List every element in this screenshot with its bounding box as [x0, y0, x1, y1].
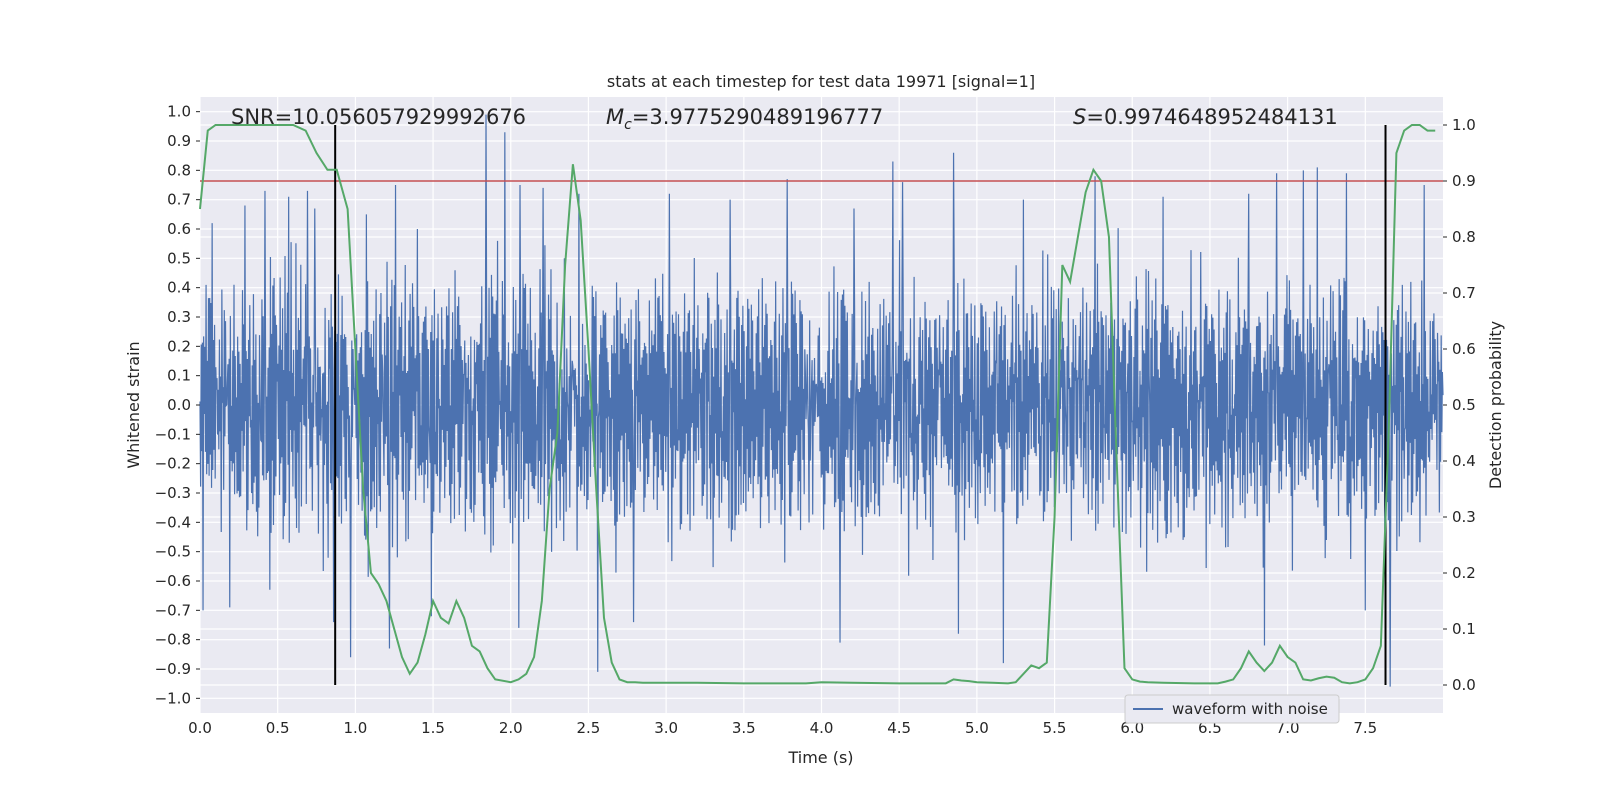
y-tick-label: −0.2	[155, 455, 191, 473]
y2-tick-label: 0.2	[1452, 564, 1476, 582]
score-value: =0.9974648952484131	[1086, 105, 1337, 129]
y2-tick-label: 0.3	[1452, 508, 1476, 526]
y-tick-label: 0.5	[167, 249, 191, 267]
y2-tick-label: 0.7	[1452, 284, 1476, 302]
y2-tick-label: 0.4	[1452, 452, 1476, 470]
y2-tick-label: 0.0	[1452, 676, 1476, 694]
y-tick-label: 0.3	[167, 308, 191, 326]
y-tick-label: 0.7	[167, 191, 191, 209]
y-tick-label: 0.0	[167, 396, 191, 414]
y-tick-label: 0.9	[167, 132, 191, 150]
score-annotation: S=0.9974648952484131	[1073, 105, 1338, 129]
y-tick-label: −0.4	[155, 513, 191, 531]
marker-lines	[334, 125, 1387, 685]
y2-tick-label: 0.1	[1452, 620, 1476, 638]
chirp-mass-subscript: c	[624, 117, 632, 133]
x-tick-label: 4.0	[810, 719, 834, 737]
x-tick-label: 3.5	[732, 719, 756, 737]
y-tick-label: −0.3	[155, 484, 191, 502]
y2-tick-labels: 0.0 0.1 0.2 0.3 0.4 0.5 0.6 0.7 0.8 0.9 1.0	[1443, 116, 1476, 694]
waveform-series	[199, 114, 1444, 687]
chart-title: stats at each timestep for test data 199…	[607, 72, 1035, 91]
x-tick-label: 4.5	[887, 719, 911, 737]
x-tick-label: 2.0	[499, 719, 523, 737]
y-tick-label: 0.1	[167, 367, 191, 385]
x-tick-label: 7.5	[1353, 719, 1377, 737]
y-tick-label: −0.7	[155, 601, 191, 619]
y2-tick-label: 0.6	[1452, 340, 1476, 358]
x-tick-label: 0.0	[188, 719, 212, 737]
x-tick-label: 5.0	[965, 719, 989, 737]
y-axis-label: Whitened strain	[124, 341, 143, 468]
waveform-line	[199, 114, 1444, 687]
snr-annotation: SNR=10.056057929992676	[231, 105, 526, 129]
y2-tick-label: 0.9	[1452, 172, 1476, 190]
y2-tick-label: 1.0	[1452, 116, 1476, 134]
x-tick-label: 1.0	[343, 719, 367, 737]
x-axis-label: Time (s)	[787, 748, 853, 767]
chirp-mass-value: =3.9775290489196777	[632, 105, 883, 129]
y-tick-label: −0.8	[155, 631, 191, 649]
score-symbol: S	[1073, 105, 1086, 129]
x-tick-label: 0.5	[266, 719, 290, 737]
y2-tick-label: 0.5	[1452, 396, 1476, 414]
x-tick-label: 3.0	[654, 719, 678, 737]
y-tick-label: −0.6	[155, 572, 191, 590]
detection-probability-series	[199, 124, 1436, 685]
x-tick-label: 1.5	[421, 719, 445, 737]
y-tick-label: −0.1	[155, 425, 191, 443]
y2-tick-label: 0.8	[1452, 228, 1476, 246]
x-tick-label: 2.5	[577, 719, 601, 737]
chirp-mass-symbol: M	[606, 105, 624, 129]
y-tick-label: 1.0	[167, 103, 191, 121]
y-tick-label: 0.8	[167, 161, 191, 179]
legend-box	[1124, 694, 1340, 724]
y-tick-label: −1.0	[155, 689, 191, 707]
y-tick-label: 0.6	[167, 220, 191, 238]
y-tick-label: −0.5	[155, 543, 191, 561]
legend-label: waveform with noise	[1172, 700, 1328, 718]
y-tick-labels: −1.0 −0.9 −0.8 −0.7 −0.6 −0.5 −0.4 −0.3 −0.2 −0.1…	[155, 103, 200, 707]
chirp-mass-annotation: Mc=3.9775290489196777	[606, 105, 883, 133]
y-tick-label: 0.4	[167, 279, 191, 297]
x-tick-label: 5.5	[1043, 719, 1067, 737]
y-tick-label: 0.2	[167, 337, 191, 355]
y2-axis-label: Detection probability	[1486, 321, 1505, 489]
y-tick-label: −0.9	[155, 660, 191, 678]
legend: waveform with noise	[1124, 694, 1340, 724]
